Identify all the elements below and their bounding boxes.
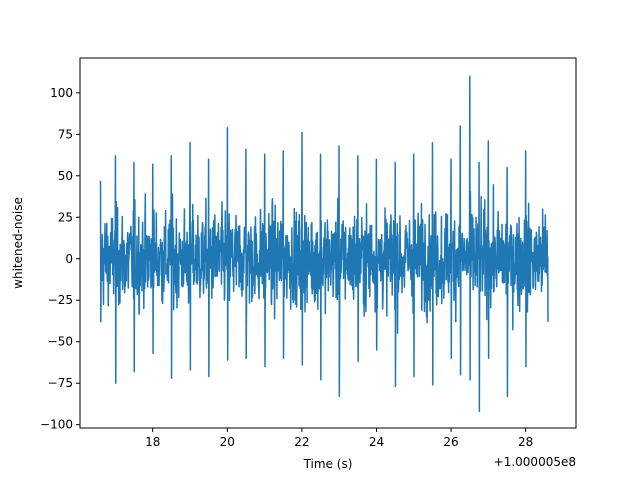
x-tick-label: 20 (220, 435, 235, 449)
x-axis: 18 20 22 24 26 28 (145, 428, 533, 449)
y-tick-label: 25 (58, 210, 73, 224)
series-line (99, 75, 549, 413)
y-tick-label: 50 (58, 169, 73, 183)
y-tick-label: 100 (50, 86, 73, 100)
y-tick-label: −100 (40, 418, 73, 432)
x-tick-label: 18 (145, 435, 160, 449)
y-tick-label: −50 (48, 335, 73, 349)
y-tick-label: 75 (58, 127, 73, 141)
plot-area (99, 75, 549, 413)
x-tick-label: 22 (294, 435, 309, 449)
x-tick-label: 28 (518, 435, 533, 449)
y-axis: −100 −75 −50 −25 0 25 50 75 100 (40, 86, 80, 432)
y-tick-label: 0 (65, 252, 73, 266)
y-tick-label: −25 (48, 293, 73, 307)
axes-frame (79, 57, 577, 429)
x-offset-label: +1.000005e8 (494, 455, 576, 469)
y-axis-label: whitened-noise (11, 197, 25, 289)
x-tick-label: 24 (369, 435, 384, 449)
x-tick-label: 26 (443, 435, 458, 449)
x-axis-label: Time (s) (303, 457, 353, 471)
y-tick-label: −75 (48, 376, 73, 390)
